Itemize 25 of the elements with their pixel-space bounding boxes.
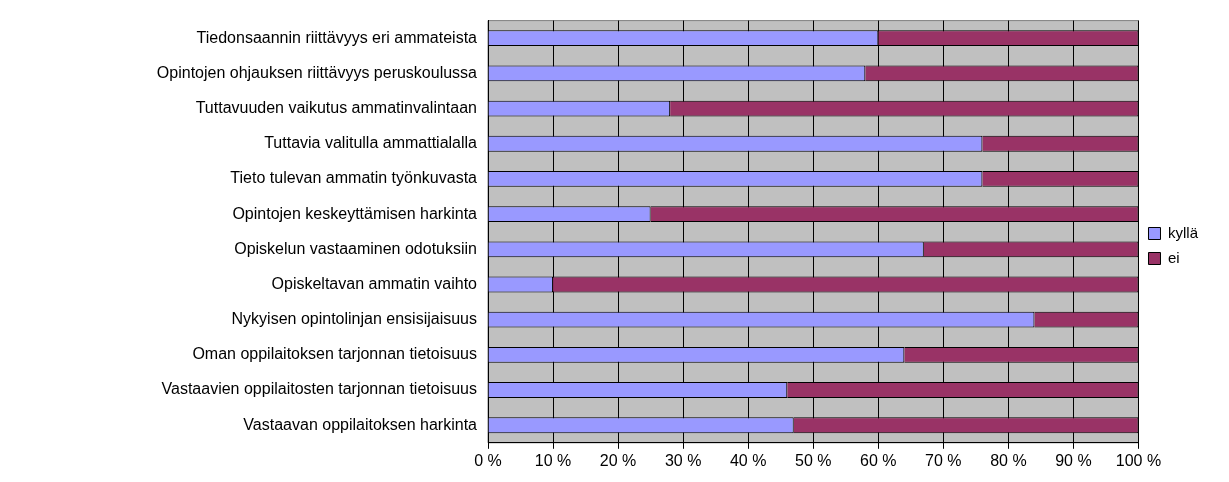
y-tick-label: Vastaavan oppilaitoksen harkinta (243, 415, 478, 433)
x-tick-label: 50 % (795, 451, 832, 469)
y-tick-label: Tieto tulevan ammatin työnkuvasta (230, 169, 478, 187)
y-tick-label: Opiskelun vastaaminen odotuksiin (234, 239, 477, 257)
x-tick-label: 30 % (664, 451, 702, 469)
x-tick-label: 70 % (925, 451, 962, 469)
y-tick-label: Oman oppilaitoksen tarjonnan tietoisuus (192, 345, 477, 363)
legend-label: kyllä (1167, 223, 1199, 241)
x-tick-label: 90 % (1055, 451, 1092, 469)
x-tick-label: 100 % (1115, 451, 1162, 469)
x-tick-label: 40 % (729, 451, 767, 469)
legend-label: ei (1167, 248, 1180, 266)
x-tick-label: 60 % (860, 451, 897, 469)
y-tick-label: Opintojen ohjauksen riittävyys peruskoulussa (156, 63, 478, 81)
x-tick-label: 0 % (474, 451, 502, 469)
y-tick-label: Nykyisen opintolinjan ensisijaisuus (231, 310, 477, 328)
x-tick-label: 20 % (599, 451, 637, 469)
y-tick-label: Tuttavia valitulla ammattialalla (264, 134, 478, 152)
x-tick-label: 10 % (534, 451, 572, 469)
y-tick-label: Tuttavuuden vaikutus ammatinvalintaan (195, 98, 477, 116)
y-tick-label: Vastaavien oppilaitosten tarjonnan tietoisuus (161, 380, 477, 398)
y-tick-label: Opiskeltavan ammatin vaihto (271, 274, 478, 292)
y-tick-label: Opintojen keskeyttämisen harkinta (232, 204, 478, 222)
y-tick-label: Tiedonsaannin riittävyys eri ammateista (196, 28, 478, 46)
x-tick-label: 80 % (990, 451, 1027, 469)
